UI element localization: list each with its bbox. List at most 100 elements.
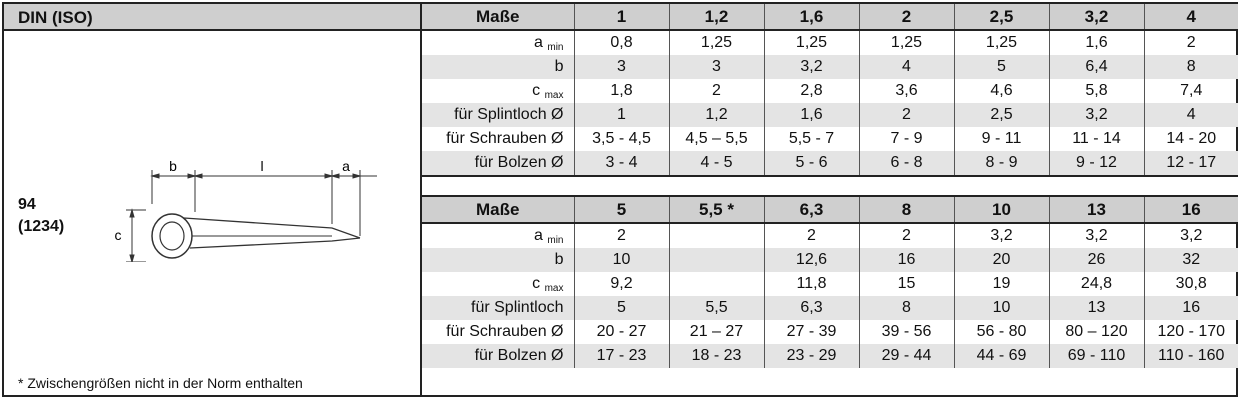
table-cell: 20	[953, 248, 1049, 272]
table-cell: 2	[763, 223, 859, 248]
row-label: für Splintloch Ø	[422, 103, 574, 127]
dim-label-b: b	[169, 158, 177, 174]
table-cell: 1,6	[763, 103, 859, 127]
table-cell: 9 - 11	[953, 127, 1049, 151]
table-row: c max 9,2 11,8 15 19 24,8 30,8	[422, 272, 1238, 296]
split-pin-diagram: b l a c	[115, 158, 377, 264]
table-cell: 3,6	[858, 79, 954, 103]
row-label: für Bolzen Ø	[422, 151, 574, 175]
size-header: 8	[858, 197, 954, 224]
size-header: 2	[858, 4, 954, 31]
row-label: c max	[532, 81, 564, 101]
table-cell: 3	[668, 55, 764, 79]
table-cell: 11 - 14	[1048, 127, 1144, 151]
table-cell: 21 – 27	[668, 320, 764, 344]
table-cell: 16	[858, 248, 954, 272]
row-label: b	[422, 248, 574, 272]
size-header: 3,2	[1048, 4, 1144, 31]
table-cell: 8 - 9	[953, 151, 1049, 175]
table-cell: 3,2	[953, 223, 1049, 248]
table-row: für Splintloch Ø 1 1,2 1,6 2 2,5 3,2 4	[422, 103, 1238, 127]
din-iso-header: DIN (ISO)	[4, 4, 420, 31]
table-cell: 4	[858, 55, 954, 79]
table-cell	[668, 248, 764, 272]
table-cell: 20 - 27	[573, 320, 669, 344]
row-label: für Bolzen Ø	[422, 344, 574, 368]
table-row: für Splintloch 5 5,5 6,3 8 10 13 16	[422, 296, 1238, 320]
table-cell: 2	[1143, 30, 1238, 55]
row-label-subscript: max	[544, 89, 564, 101]
table-row: a min 2 2 2 3,2 3,2 3,2	[422, 223, 1238, 248]
table-cell: 10	[573, 248, 669, 272]
table-cell: 4,6	[953, 79, 1049, 103]
table-cell: 7,4	[1143, 79, 1238, 103]
table-cell: 6,3	[763, 296, 859, 320]
table-row: für Schrauben Ø 20 - 27 21 – 27 27 - 39 39 -…	[422, 320, 1238, 344]
iso-number: (1234)	[18, 218, 65, 235]
row-label: b	[422, 55, 574, 79]
table-row: für Bolzen Ø 17 - 23 18 - 23 23 - 29 29 - 44…	[422, 344, 1238, 368]
size-header: 6,3	[763, 197, 859, 224]
table-cell: 4	[1143, 103, 1238, 127]
row-label: c max	[532, 274, 564, 294]
norm-numbers: 94 (1234)	[18, 194, 64, 238]
table-cell	[668, 223, 764, 248]
row-label: für Schrauben Ø	[446, 323, 564, 340]
table-cell: 5 - 6	[763, 151, 859, 175]
table-cell: 80 – 120	[1048, 320, 1144, 344]
din-number: 94	[18, 196, 36, 213]
size-header: 13	[1048, 197, 1144, 224]
size-header: 5	[573, 197, 669, 224]
table-cell: 12 - 17	[1143, 151, 1238, 175]
table-separator	[422, 175, 1238, 197]
table-cell: 7 - 9	[858, 127, 954, 151]
table-cell: 3,5 - 4,5	[573, 127, 669, 151]
row-label-subscript: min	[547, 41, 564, 53]
table-cell	[668, 272, 764, 296]
table-cell: 5	[953, 55, 1049, 79]
table-cell: 1,25	[668, 30, 764, 55]
size-header: 2,5	[953, 4, 1049, 31]
table-row: für Schrauben Ø 3,5 - 4,5 4,5 – 5,5 5,5 - 7…	[422, 127, 1238, 151]
footnote: * Zwischengrößen nicht in der Norm entha…	[18, 375, 303, 391]
row-label: für Splintloch	[422, 296, 574, 320]
table-cell: 110 - 160	[1143, 344, 1238, 368]
row-label: a min	[534, 33, 564, 53]
table-cell: 5,5 - 7	[763, 127, 859, 151]
size-header: 1,6	[763, 4, 859, 31]
size-table-2: Maße 5 5,5 * 6,3 8 10 13 16 a min 2 2 2 3,2 3…	[422, 197, 1238, 368]
dim-label-a: a	[342, 158, 350, 174]
table-cell: 44 - 69	[953, 344, 1049, 368]
size-header: 10	[953, 197, 1049, 224]
split-pin-drawing: b l a c	[112, 152, 382, 267]
table-cell: 17 - 23	[573, 344, 669, 368]
table-row: b 10 12,6 16 20 26 32	[422, 248, 1238, 272]
table-cell: 2	[573, 223, 669, 248]
table-cell: 23 - 29	[763, 344, 859, 368]
table-cell: 3	[573, 55, 669, 79]
table-cell: 2	[668, 79, 764, 103]
row-label-subscript: max	[544, 282, 564, 294]
table-cell: 56 - 80	[953, 320, 1049, 344]
table-cell: 13	[1048, 296, 1144, 320]
table-cell: 10	[953, 296, 1049, 320]
dimension-tables: Maße 1 1,2 1,6 2 2,5 3,2 4 a min 0,8 1,25 1…	[422, 4, 1238, 368]
table-cell: 4,5 – 5,5	[668, 127, 764, 151]
row-label: a min	[534, 226, 564, 246]
table-cell: 1,8	[573, 79, 669, 103]
table-cell: 1,25	[953, 30, 1049, 55]
table-cell: 5,8	[1048, 79, 1144, 103]
table-cell: 9,2	[573, 272, 669, 296]
table-cell: 16	[1143, 296, 1238, 320]
table-cell: 15	[858, 272, 954, 296]
row-label: für Schrauben Ø	[446, 130, 564, 147]
table-cell: 3,2	[1048, 103, 1144, 127]
table-cell: 6,4	[1048, 55, 1144, 79]
table-cell: 30,8	[1143, 272, 1238, 296]
table-cell: 1	[573, 103, 669, 127]
table-cell: 14 - 20	[1143, 127, 1238, 151]
table-cell: 4 - 5	[668, 151, 764, 175]
table-cell: 1,25	[858, 30, 954, 55]
table-cell: 2,5	[953, 103, 1049, 127]
